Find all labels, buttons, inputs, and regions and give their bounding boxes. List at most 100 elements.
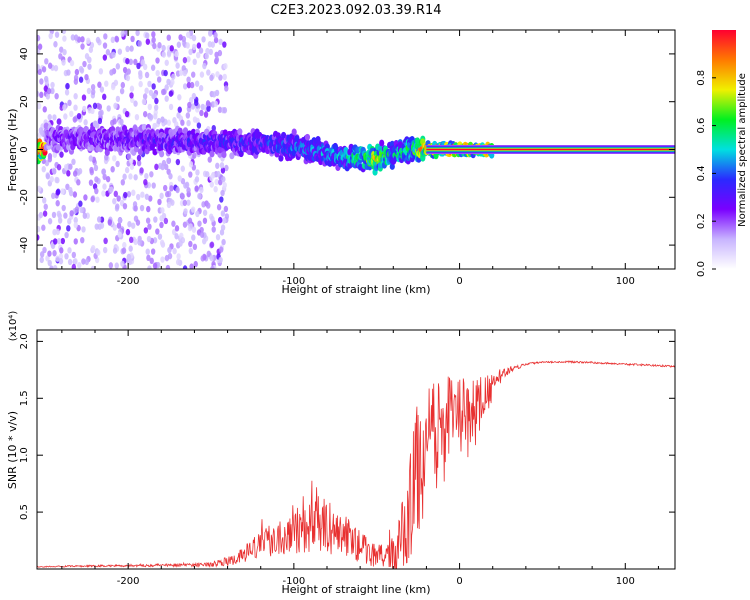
spectrogram-noise-cell xyxy=(128,173,133,180)
spectrogram-noise-cell xyxy=(153,216,158,223)
spectrogram-noise-cell xyxy=(198,47,204,54)
spectrogram-noise-cell xyxy=(126,191,132,198)
spectrogram-noise-cell xyxy=(199,71,205,78)
spectrogram-noise-cell xyxy=(125,57,130,65)
spectrogram-noise-cell xyxy=(192,243,198,251)
spectrogram-noise-cell xyxy=(196,52,201,59)
spectrogram-noise-cell xyxy=(165,264,171,269)
spectrogram-noise-cell xyxy=(87,63,92,70)
spectrogram-noise-cell xyxy=(148,113,154,121)
spectrogram-noise-cell xyxy=(130,222,136,229)
spectrogram-noise-cell xyxy=(37,102,42,110)
colorbar-tick-label: 0.6 xyxy=(696,118,707,134)
spectrogram-noise-cell xyxy=(47,156,53,163)
spectrogram-noise-cell xyxy=(113,190,118,198)
spectrogram-noise-cell xyxy=(72,191,78,198)
spectrogram-noise-cell xyxy=(56,164,62,171)
spectrogram-noise-cell xyxy=(103,237,108,245)
spectrogram-noise-cell xyxy=(206,250,211,258)
spectrogram-noise-cell xyxy=(88,46,94,53)
spectrogram-noise-cell xyxy=(211,124,216,132)
spectrogram-noise-cell xyxy=(81,94,87,101)
spectrogram-noise-cell xyxy=(149,171,154,178)
spectrogram-noise-cell xyxy=(188,223,193,230)
spectrogram-noise-cell xyxy=(220,167,226,174)
spectrogram-noise-cell xyxy=(151,83,156,90)
spectrogram-noise-cell xyxy=(77,168,83,175)
spectrogram-noise-cell xyxy=(39,251,45,258)
spectrogram-noise-cell xyxy=(50,87,55,95)
spectrogram-noise-cell xyxy=(203,111,209,118)
spectrogram-noise-cell xyxy=(136,154,142,162)
spectrogram-noise-cell xyxy=(99,109,104,116)
spectrogram-noise-cell xyxy=(56,188,61,195)
spectrogram-ridge-cell xyxy=(280,131,287,139)
spectrogram-noise-cell xyxy=(63,163,69,171)
spectrogram-noise-cell xyxy=(51,192,56,200)
spectrogram-noise-cell xyxy=(133,58,138,66)
spectrogram-noise-cell xyxy=(185,112,191,119)
spectrogram-noise-cell xyxy=(148,89,154,96)
spectrogram-noise-cell xyxy=(39,256,44,264)
spectrogram-noise-cell xyxy=(216,204,222,211)
spectrogram-noise-cell xyxy=(129,163,135,170)
colorbar-tick-label: 0.4 xyxy=(696,165,707,181)
spectrogram-noise-cell xyxy=(163,184,168,192)
spectrogram-noise-cell xyxy=(52,250,57,257)
spectrogram-noise-cell xyxy=(188,171,193,178)
spectrogram-noise-cell xyxy=(152,262,158,269)
spectrogram-noise-cell xyxy=(202,217,208,224)
spectrogram-noise-cell xyxy=(96,216,102,223)
spectrogram-noise-cell xyxy=(47,259,52,267)
spectrogram-noise-cell xyxy=(102,93,107,101)
spectrogram-noise-cell xyxy=(54,92,59,100)
colorbar-tick-label: 0.8 xyxy=(696,70,707,86)
spectrogram-noise-cell xyxy=(120,81,126,89)
spectrogram-noise-cell xyxy=(204,52,209,60)
spectrogram-noise-cell xyxy=(214,178,219,186)
spectrogram-noise-cell xyxy=(191,226,197,233)
colorbar-tick-label: 0.2 xyxy=(696,213,707,229)
x-tick-label: 0 xyxy=(456,576,462,587)
spectrogram-noise-cell xyxy=(155,228,160,235)
spectrogram-noise-cell xyxy=(67,218,72,225)
spectrogram-noise-cell xyxy=(111,51,116,58)
spectrogram-noise-cell xyxy=(154,97,159,105)
spectrogram-noise-cell xyxy=(202,62,207,70)
spectrogram-noise-cell xyxy=(37,34,41,42)
spectrogram-noise-cell xyxy=(72,116,77,123)
spectrogram-noise-cell xyxy=(222,41,227,48)
spectrogram-noise-cell xyxy=(189,263,194,269)
spectrogram-noise-cell xyxy=(120,260,125,267)
spectrogram-noise-cell xyxy=(102,183,107,190)
spectrogram-noise-cell xyxy=(150,64,156,71)
spectrogram-noise-cell xyxy=(78,200,83,207)
spectrogram-noise-cell xyxy=(42,246,47,254)
spectrogram-noise-cell xyxy=(110,36,115,44)
spectrogram-noise-cell xyxy=(143,227,149,234)
spectrogram-noise-cell xyxy=(191,234,196,241)
spectrogram-noise-cell xyxy=(128,157,134,165)
spectrogram-noise-cell xyxy=(112,247,118,254)
spectrogram-noise-cell xyxy=(207,156,212,163)
spectrogram-noise-cell xyxy=(84,73,89,81)
spectrogram-noise-cell xyxy=(73,93,78,100)
spectrogram-noise-cell xyxy=(135,30,140,37)
spectrogram-noise-cell xyxy=(102,246,108,254)
spectrogram-noise-cell xyxy=(122,241,127,249)
spectrogram-noise-cell xyxy=(170,78,175,86)
spectrogram-noise-cell xyxy=(144,87,149,94)
spectrogram-noise-cell xyxy=(105,49,111,56)
spectrogram-ridge-cell xyxy=(159,150,165,158)
spectrogram-noise-cell xyxy=(104,80,109,87)
spectrogram-noise-cell xyxy=(186,76,191,83)
spectrogram-ridge-cell xyxy=(217,146,223,154)
spectrogram-noise-cell xyxy=(39,91,44,99)
spectrogram-noise-cell xyxy=(177,106,182,113)
spectrogram-noise-cell xyxy=(61,30,67,35)
spectrogram-noise-cell xyxy=(186,31,191,38)
spectrogram-noise-cell xyxy=(193,260,198,268)
spectrogram-noise-cell xyxy=(110,83,116,91)
spectrogram-noise-cell xyxy=(145,38,151,45)
